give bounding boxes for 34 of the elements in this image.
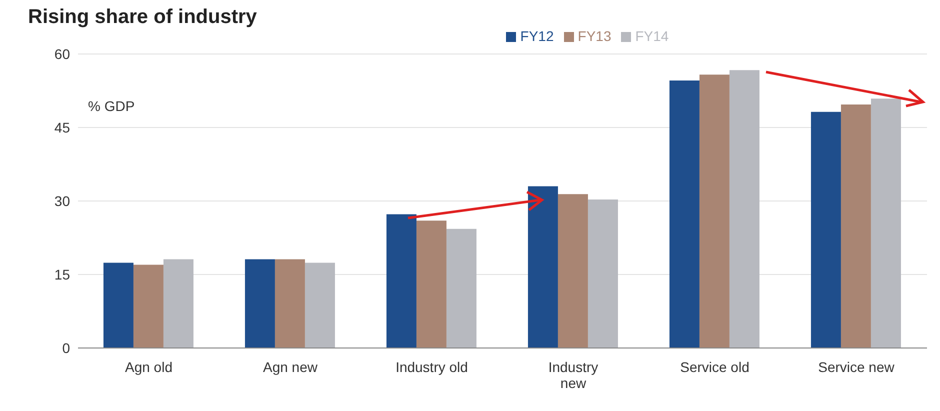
bar	[244, 259, 275, 348]
bar	[103, 262, 134, 348]
bar	[669, 80, 700, 348]
bar	[446, 228, 476, 348]
bar	[304, 262, 335, 348]
bar	[729, 70, 760, 348]
x-tick-label: Agn old	[125, 359, 172, 375]
bar	[699, 74, 730, 348]
bar	[558, 194, 588, 348]
x-tick-label: Industry new	[548, 359, 598, 391]
bar	[588, 200, 618, 348]
y-tick-label: 15	[54, 266, 70, 282]
bar	[840, 104, 871, 348]
bar	[810, 112, 841, 348]
bar	[416, 220, 446, 348]
y-tick-label: 60	[54, 46, 70, 62]
x-tick-label: Agn new	[263, 359, 318, 375]
y-axis-title: % GDP	[88, 98, 135, 114]
y-tick-label: 30	[54, 192, 70, 209]
x-tick-label: Industry old	[396, 359, 468, 375]
x-tick-label: Service new	[818, 359, 896, 375]
legend-label: FY14	[635, 28, 669, 44]
bar	[528, 186, 558, 348]
x-tick-label: Service old	[680, 359, 750, 375]
y-tick-label: 0	[62, 340, 70, 356]
bar	[133, 264, 164, 348]
legend-label: FY12	[520, 28, 554, 44]
bar	[163, 259, 194, 348]
y-tick-label: 45	[54, 119, 70, 136]
chart-title: Rising share of industry	[28, 6, 257, 29]
bar	[386, 214, 416, 348]
bar	[870, 98, 901, 348]
legend-label: FY13	[578, 28, 612, 44]
bar	[274, 259, 305, 348]
